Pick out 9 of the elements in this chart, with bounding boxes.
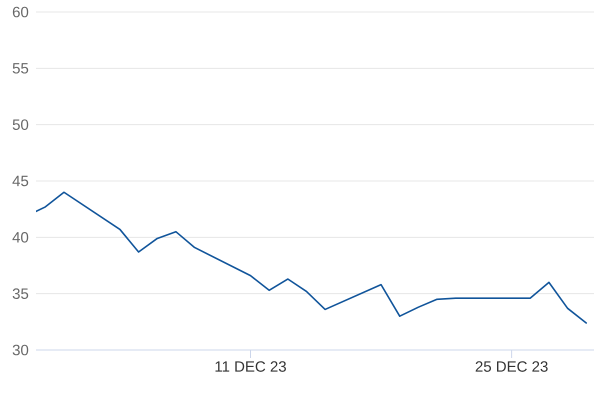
y-tick-label: 60 [12,6,28,18]
y-tick-label: 30 [12,344,28,356]
x-tick-label: 11 DEC 23 [216,361,286,372]
y-tick-label: 50 [12,119,28,130]
y-tick-label: 55 [12,63,28,74]
y-tick-label: 45 [12,176,28,186]
y-tick-label: 35 [12,288,28,299]
y-tick-label: 40 [12,232,28,243]
x-tick-label: 25 DEC 23 [476,361,548,372]
